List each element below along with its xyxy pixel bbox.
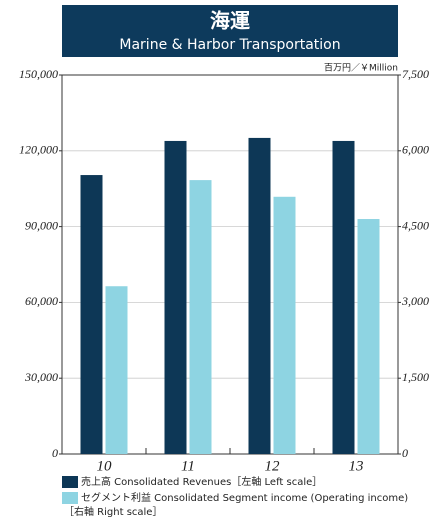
x-tick-label: 11: [181, 458, 195, 474]
y-tick-label: 30,000: [24, 370, 58, 384]
legend-swatch: [62, 492, 78, 504]
bar: [248, 137, 271, 454]
x-tick-label: 10: [97, 458, 113, 474]
bar: [189, 180, 212, 455]
title-box: [62, 5, 398, 57]
x-tick-label: 13: [349, 458, 364, 474]
bar: [273, 196, 296, 454]
legend-label: 売上高 Consolidated Revenues［左軸 Left scale］: [81, 475, 322, 488]
y-tick-label: 90,000: [25, 218, 58, 232]
legend-scale-note: ［右軸 Right scale］: [64, 505, 162, 518]
y2-tick-label: 7,500: [402, 67, 429, 81]
x-tick-label: 12: [265, 458, 281, 474]
legend-label: セグメント利益 Consolidated Segment income (Ope…: [81, 491, 408, 504]
y2-tick-label: 6,000: [402, 143, 429, 157]
bar: [357, 219, 380, 454]
bar: [80, 175, 103, 454]
legend-name: セグメント利益 Consolidated Segment income (Ope…: [81, 491, 408, 504]
y2-tick-label: 4,500: [402, 218, 429, 232]
y-tick-label: 120,000: [19, 143, 58, 157]
unit-label: 百万円／￥Million: [324, 63, 398, 74]
y-tick-label: 0: [52, 446, 58, 460]
chart-subtitle: Marine & Harbor Transportation: [119, 37, 340, 53]
legend-name: 売上高 Consolidated Revenues: [81, 475, 231, 488]
y2-tick-label: 1,500: [402, 370, 429, 384]
y2-tick-label: 0: [402, 446, 408, 460]
y-tick-label: 150,000: [19, 67, 58, 81]
bar: [164, 140, 187, 455]
bar: [332, 140, 355, 455]
legend-swatch: [62, 476, 78, 488]
legend-scale-note: ［左軸 Left scale］: [231, 475, 322, 488]
bar: [105, 286, 128, 454]
y2-tick-label: 3,000: [401, 294, 429, 308]
chart-title: 海運: [210, 9, 250, 33]
y-tick-label: 60,000: [25, 294, 58, 308]
